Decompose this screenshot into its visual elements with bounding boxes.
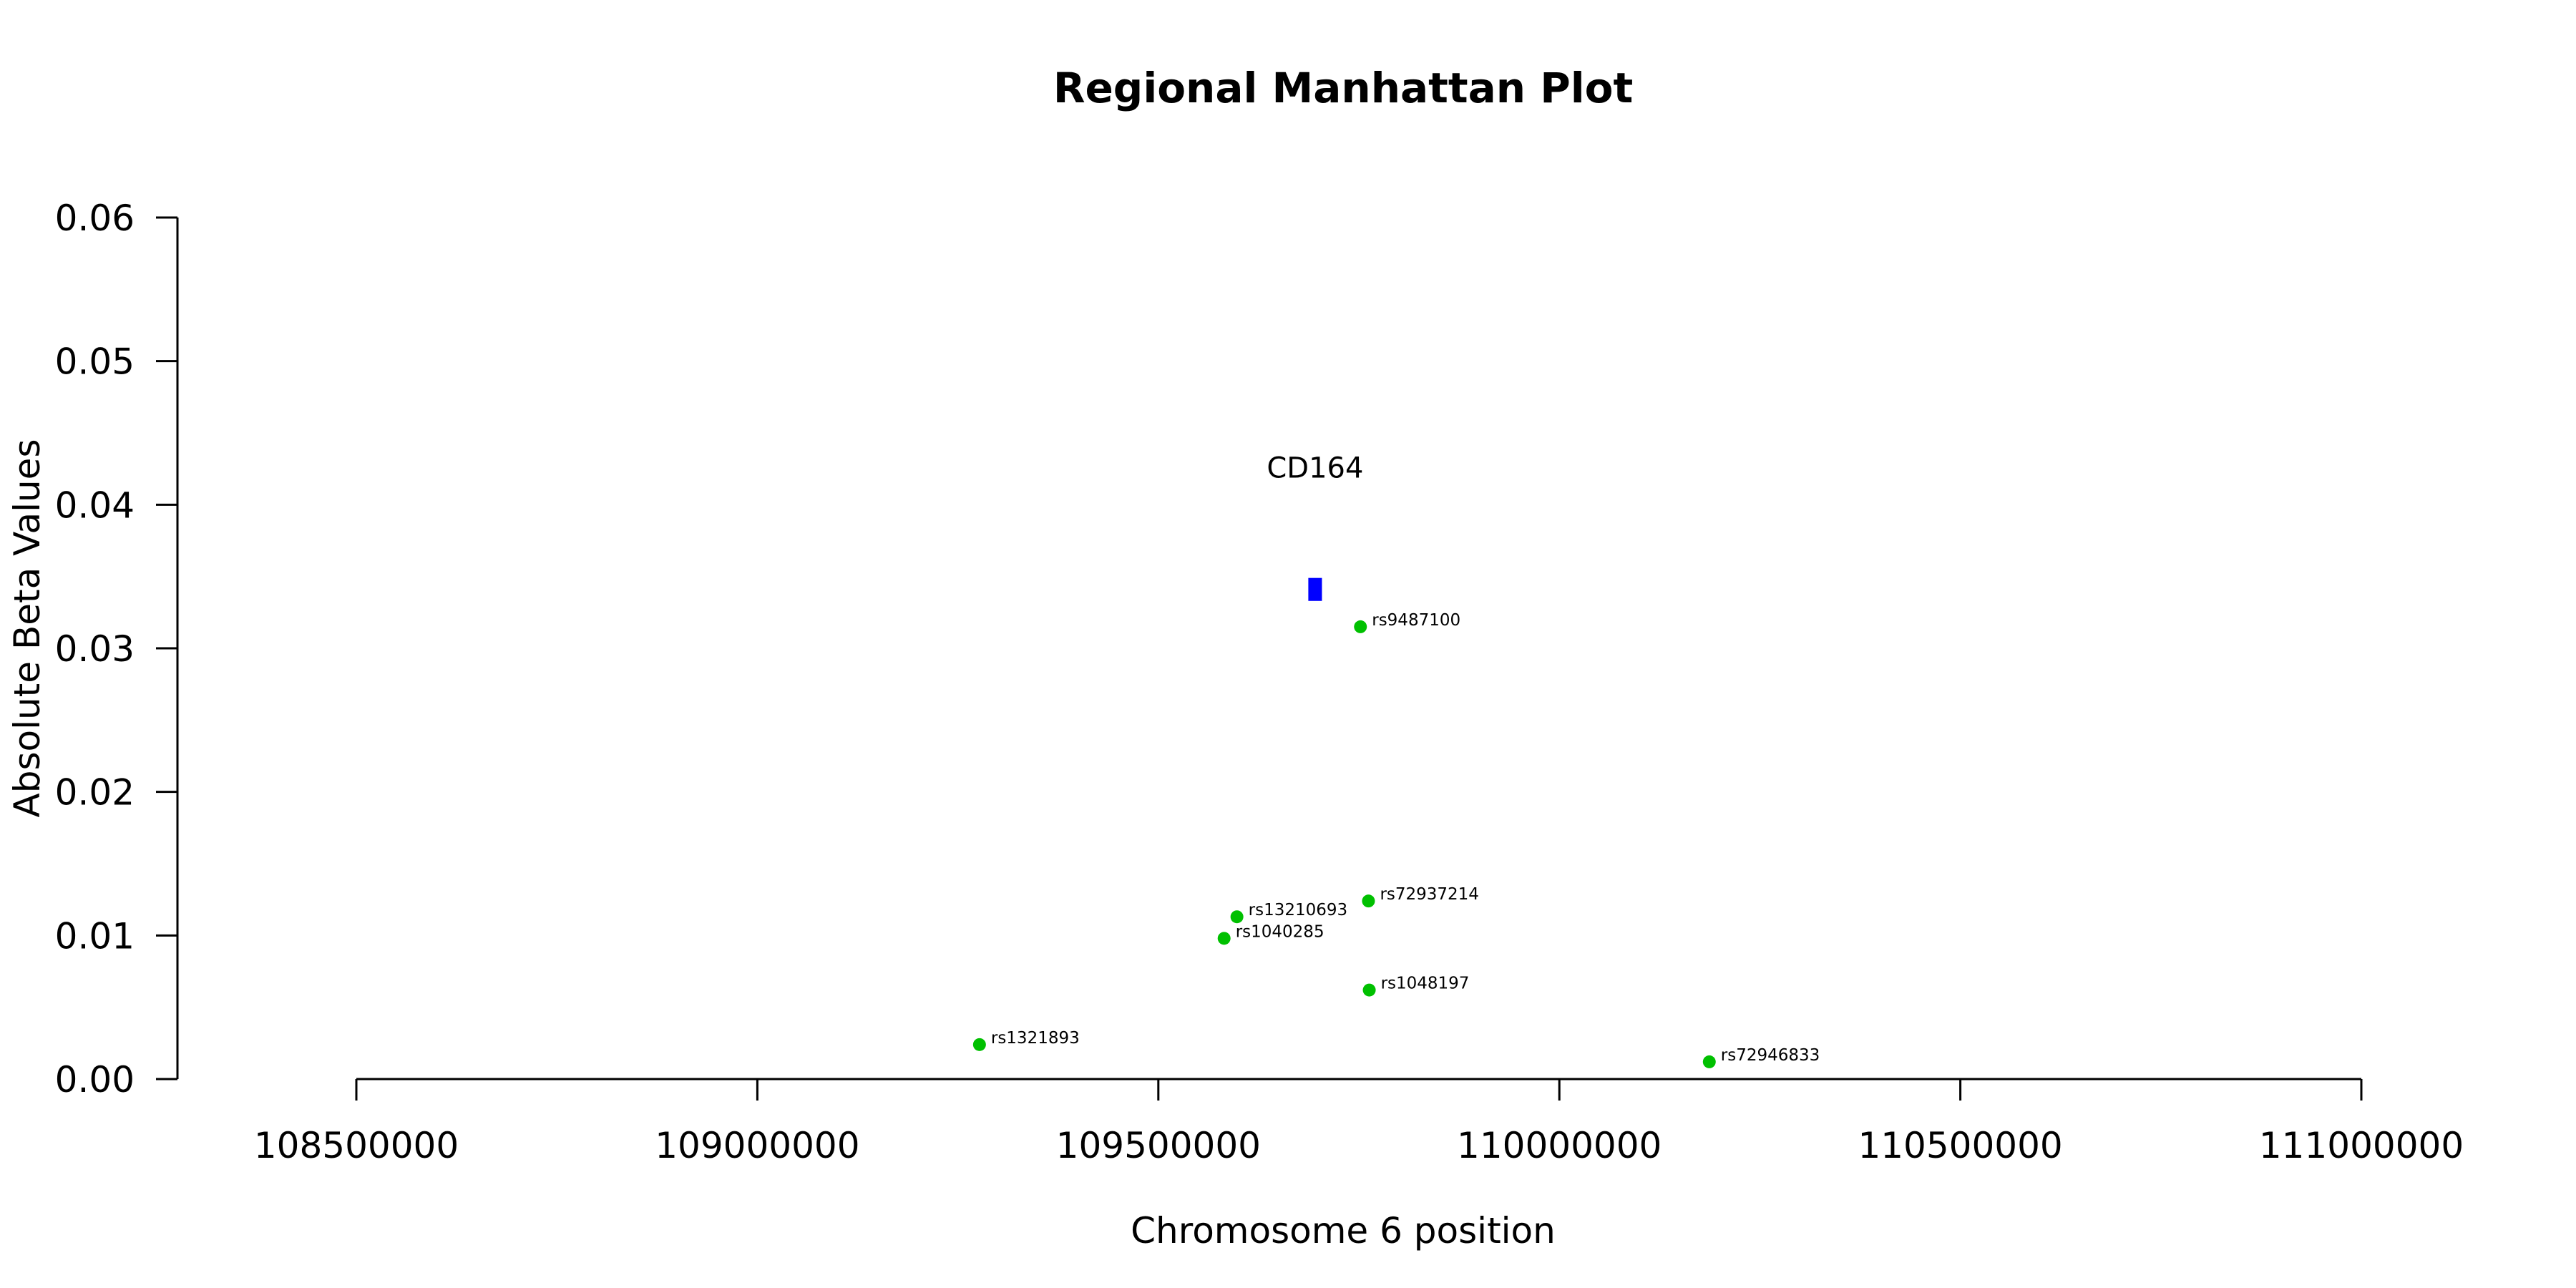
snp-point bbox=[1230, 910, 1244, 924]
snp-point bbox=[972, 1038, 986, 1051]
x-tick-label: 108500000 bbox=[254, 1125, 459, 1166]
snp-point bbox=[1217, 932, 1231, 945]
x-axis: 108500000 109000000 109500000 110000000 1105… bbox=[254, 1078, 2464, 1166]
y-tick-label: 0.06 bbox=[55, 197, 135, 239]
y-axis-label: Absolute Beta Values bbox=[6, 439, 48, 818]
snp-point bbox=[1702, 1055, 1716, 1068]
x-tick-label: 110500000 bbox=[1858, 1125, 2062, 1166]
gene-label: CD164 bbox=[1267, 452, 1363, 485]
snp-label: rs13210693 bbox=[1249, 901, 1348, 919]
y-tick-label: 0.04 bbox=[55, 484, 135, 526]
snp-label: rs1048197 bbox=[1381, 975, 1470, 993]
x-tick-label: 109000000 bbox=[655, 1125, 859, 1166]
gene-marker bbox=[1308, 577, 1322, 601]
snp-label: rs72937214 bbox=[1380, 885, 1479, 904]
gene-layer: CD164 bbox=[1267, 452, 1363, 601]
y-tick-label: 0.02 bbox=[55, 772, 135, 814]
x-tick-label: 111000000 bbox=[2259, 1125, 2464, 1166]
y-tick-label: 0.01 bbox=[55, 915, 135, 957]
snp-label: rs1040285 bbox=[1236, 922, 1324, 941]
snp-label: rs72946833 bbox=[1721, 1046, 1820, 1065]
y-tick-label: 0.00 bbox=[55, 1059, 135, 1101]
y-axis: 0.00 0.01 0.02 0.03 0.04 0.05 0.06 bbox=[55, 197, 179, 1101]
snp-label: rs9487100 bbox=[1372, 611, 1460, 630]
snp-point bbox=[1354, 620, 1367, 633]
x-tick-label: 110000000 bbox=[1457, 1125, 1662, 1166]
y-tick-label: 0.03 bbox=[55, 628, 135, 670]
snp-label: rs1321893 bbox=[991, 1029, 1080, 1048]
x-axis-label: Chromosome 6 position bbox=[1131, 1210, 1556, 1252]
chart-title: Regional Manhattan Plot bbox=[1053, 64, 1633, 112]
points-layer: rs9487100 rs72937214 rs13210693 rs1040285 rs… bbox=[972, 611, 1820, 1068]
x-tick-label: 109500000 bbox=[1056, 1125, 1261, 1166]
snp-point bbox=[1362, 983, 1376, 997]
snp-point bbox=[1362, 894, 1375, 908]
y-tick-label: 0.05 bbox=[55, 341, 135, 383]
